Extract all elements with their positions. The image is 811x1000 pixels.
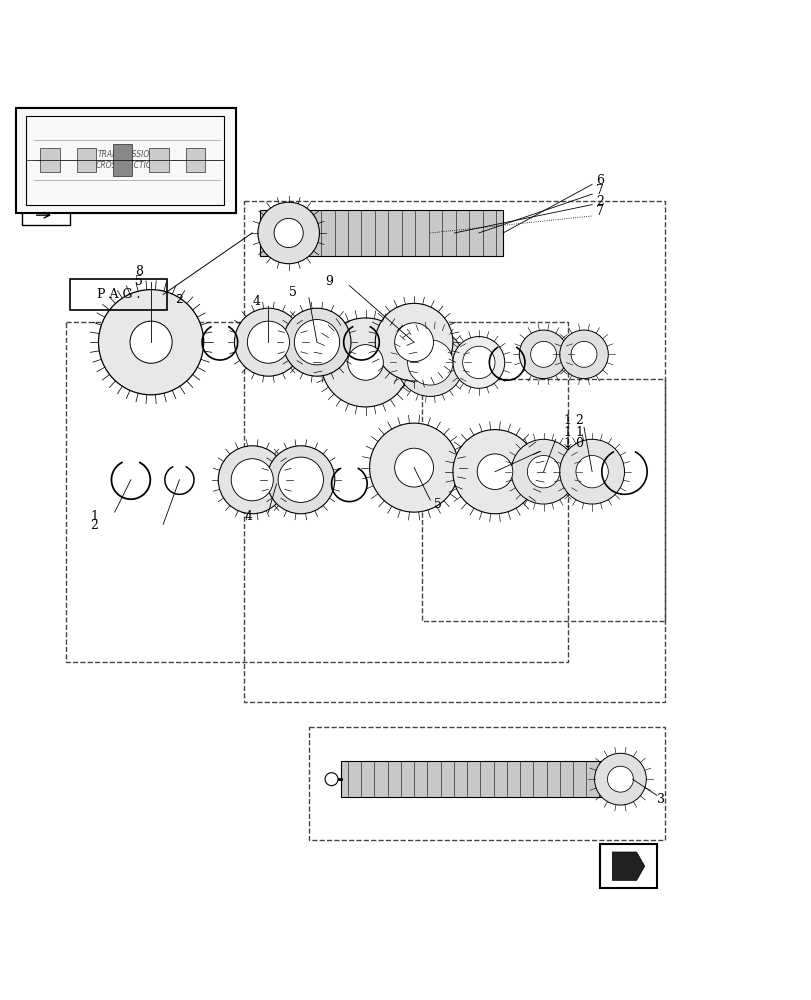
Circle shape: [267, 446, 334, 514]
Text: P A G .: P A G .: [97, 288, 140, 301]
Circle shape: [258, 202, 319, 264]
Text: 9: 9: [324, 275, 333, 288]
Bar: [26, 116, 224, 205]
Circle shape: [283, 308, 350, 376]
Text: 4: 4: [252, 295, 260, 308]
Polygon shape: [341, 761, 632, 797]
Text: 2: 2: [175, 293, 183, 306]
Polygon shape: [611, 852, 644, 880]
Text: 7: 7: [595, 205, 603, 218]
Circle shape: [594, 753, 646, 805]
Bar: [149, 148, 169, 172]
Circle shape: [375, 303, 453, 381]
Circle shape: [607, 766, 633, 792]
Text: 5: 5: [288, 286, 296, 299]
Circle shape: [559, 330, 607, 379]
Circle shape: [231, 459, 273, 501]
Circle shape: [369, 423, 458, 512]
Circle shape: [519, 330, 567, 379]
Text: 1 1: 1 1: [563, 426, 583, 439]
Polygon shape: [260, 210, 503, 256]
Circle shape: [559, 439, 624, 504]
Text: 1 0: 1 0: [563, 437, 583, 450]
Text: 2: 2: [90, 519, 98, 532]
Bar: [186, 148, 205, 172]
Text: 1 2: 1 2: [563, 414, 583, 427]
Text: 5: 5: [135, 275, 143, 288]
Circle shape: [570, 341, 596, 367]
Circle shape: [274, 218, 303, 248]
Circle shape: [234, 308, 302, 376]
Bar: [18, 108, 236, 213]
Circle shape: [324, 773, 337, 786]
Text: 6: 6: [595, 174, 603, 187]
Text: 8: 8: [135, 265, 143, 278]
Text: 2: 2: [595, 195, 603, 208]
Bar: [16, 108, 236, 213]
Circle shape: [394, 448, 433, 487]
Bar: [76, 148, 96, 172]
Text: 4: 4: [244, 510, 252, 523]
Circle shape: [407, 340, 453, 385]
Circle shape: [130, 321, 172, 363]
Circle shape: [575, 455, 607, 488]
Circle shape: [396, 328, 464, 396]
Circle shape: [530, 341, 556, 367]
Text: 7: 7: [595, 184, 603, 197]
Circle shape: [278, 457, 323, 502]
Circle shape: [294, 320, 339, 365]
Circle shape: [320, 318, 410, 407]
Circle shape: [511, 439, 575, 504]
Text: 3: 3: [656, 793, 664, 806]
Bar: [41, 148, 59, 172]
Bar: [113, 144, 132, 176]
Circle shape: [453, 430, 536, 514]
Circle shape: [98, 290, 204, 395]
Circle shape: [247, 321, 289, 363]
Circle shape: [394, 323, 433, 362]
Text: 1: 1: [90, 510, 98, 523]
Circle shape: [453, 337, 504, 388]
Bar: [22, 205, 70, 225]
Text: 5: 5: [434, 498, 442, 511]
Circle shape: [477, 454, 513, 489]
Circle shape: [347, 345, 383, 380]
Circle shape: [218, 446, 286, 514]
Text: TRANSMISSION
CROSS-SECTION: TRANSMISSION CROSS-SECTION: [96, 150, 158, 170]
Circle shape: [462, 346, 495, 379]
Circle shape: [526, 455, 559, 488]
Bar: [599, 844, 656, 888]
